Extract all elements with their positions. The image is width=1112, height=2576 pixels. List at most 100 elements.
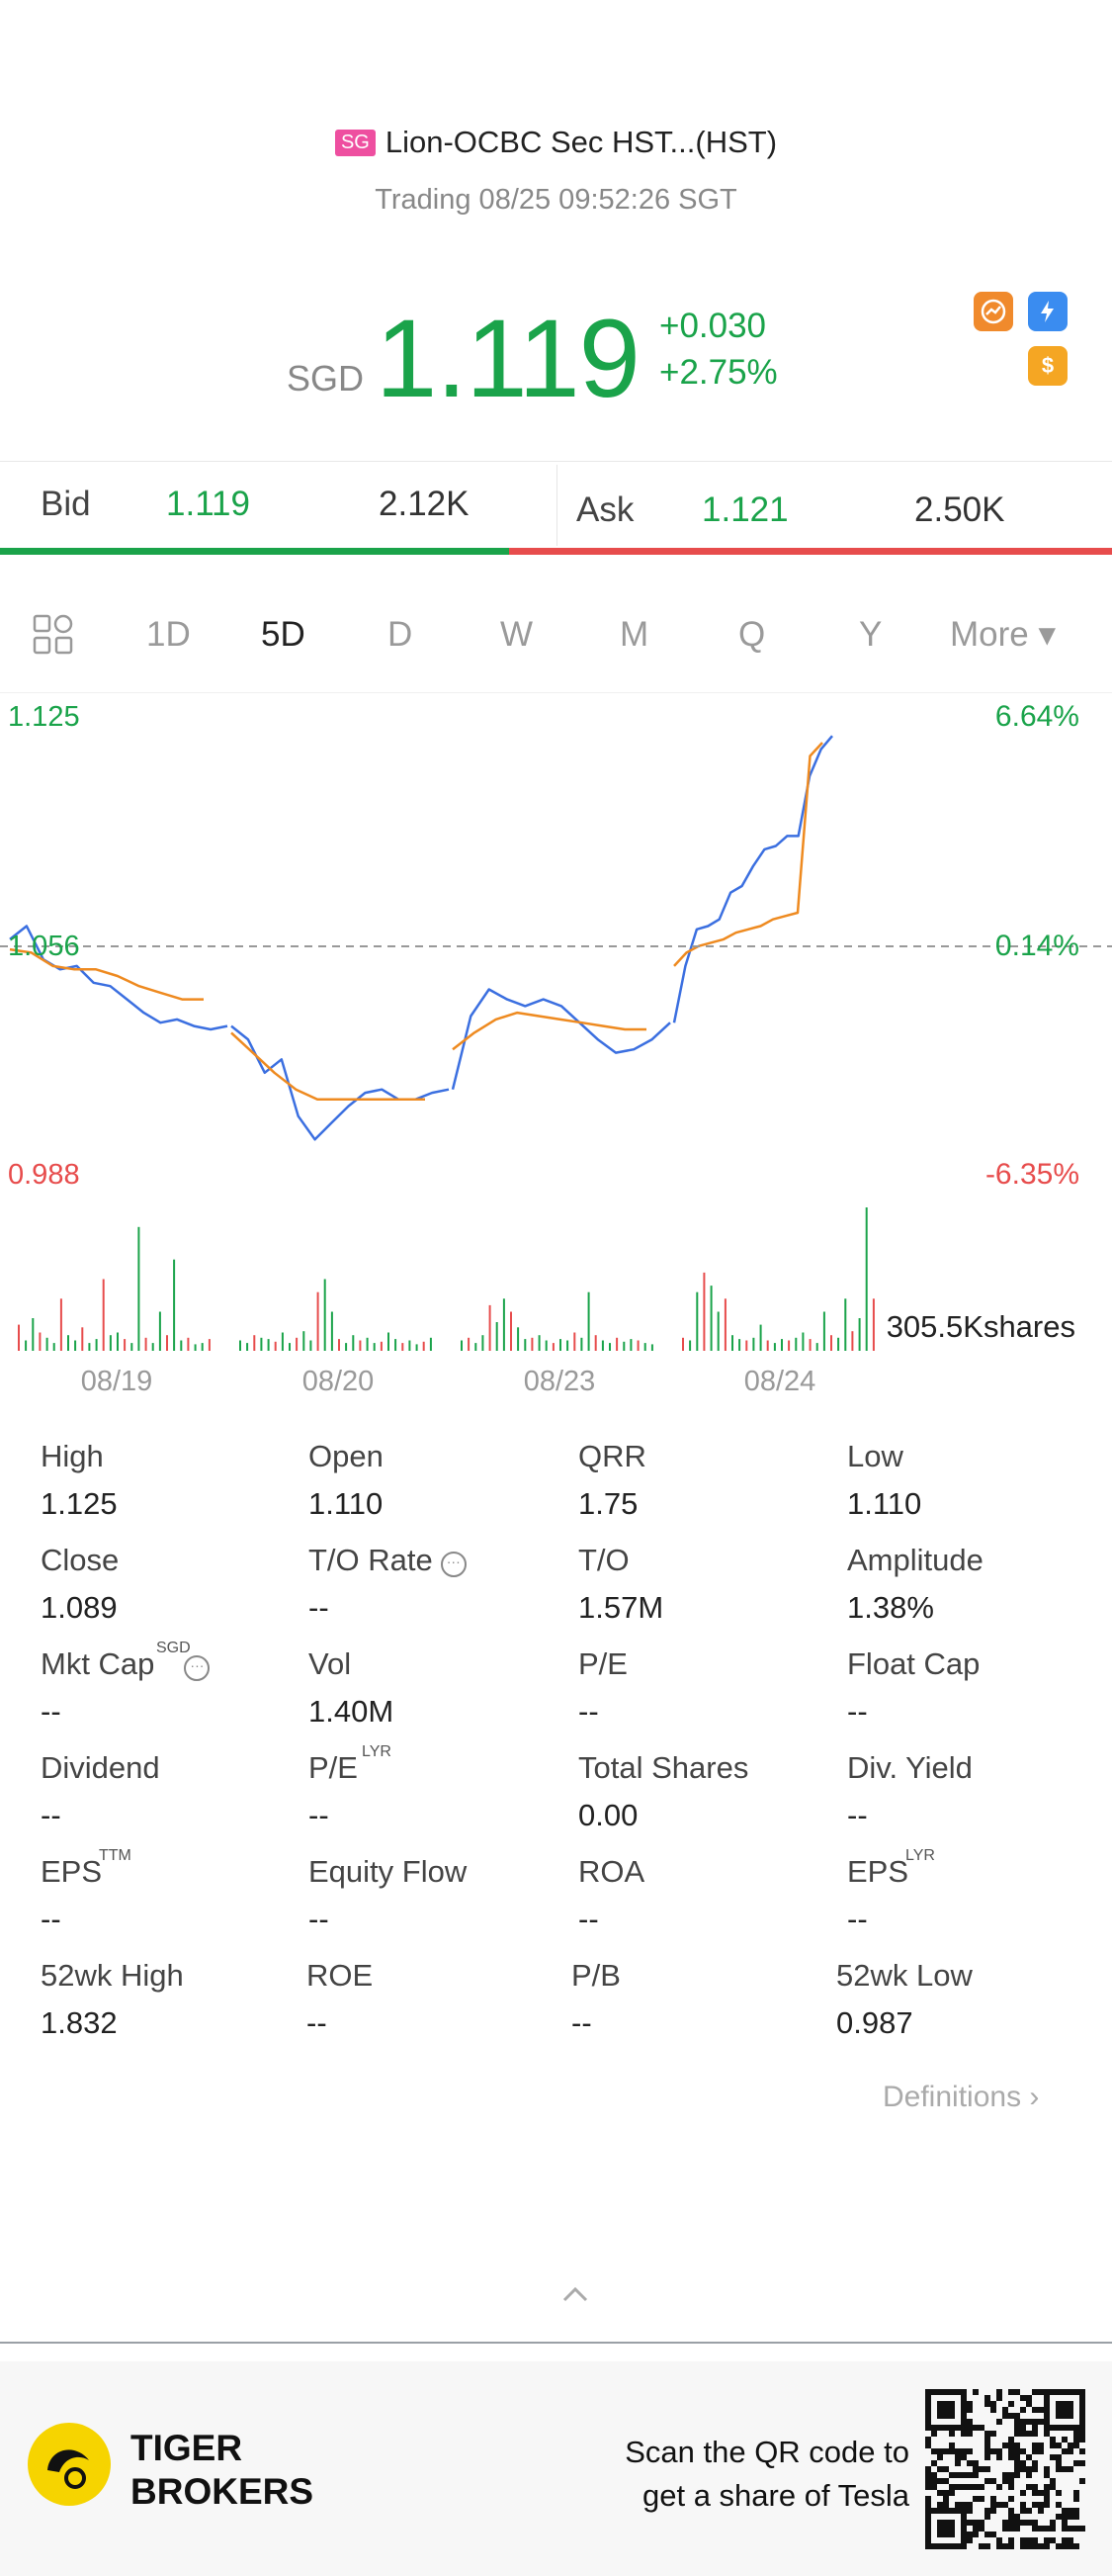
volume-bar: [724, 1298, 727, 1351]
stock-title: SG Lion-OCBC Sec HST...(HST): [0, 125, 1112, 160]
volume-bar: [781, 1339, 783, 1351]
volume-bar: [815, 1343, 818, 1351]
volume-bar: [552, 1343, 555, 1351]
x-label-0823: 08/23: [524, 1366, 596, 1397]
price-series-1-day-0: [9, 947, 204, 1001]
volume-bar: [25, 1340, 28, 1351]
tab-more[interactable]: More ▾: [950, 615, 1057, 654]
info-icon[interactable]: ···: [440, 1552, 467, 1577]
lightning-icon[interactable]: [1028, 292, 1068, 331]
tab-q[interactable]: Q: [738, 615, 766, 654]
stat-value-total-shares: 0.00: [578, 1798, 639, 1832]
stat-label-eps-ttm: EPS: [41, 1854, 103, 1889]
bid-ask-separator: [556, 465, 557, 546]
volume-bar: [88, 1343, 91, 1351]
tab-w[interactable]: W: [500, 615, 534, 654]
volume-bar: [858, 1318, 861, 1351]
stat-label-to: T/O: [578, 1543, 630, 1577]
volume-bar: [682, 1337, 684, 1351]
price-series-0-day-1: [230, 1024, 450, 1141]
x-label-0820: 08/20: [302, 1366, 375, 1397]
divider: [0, 461, 1112, 462]
volume-bar: [366, 1337, 369, 1351]
volume-bar: [429, 1337, 432, 1351]
volume-bar: [39, 1332, 42, 1351]
chevron-up-icon[interactable]: [560, 2284, 590, 2309]
volume-bar: [373, 1343, 376, 1351]
info-icon[interactable]: ···: [184, 1655, 211, 1681]
definitions-link[interactable]: Definitions ›: [883, 2081, 1039, 2114]
volume-bar: [194, 1344, 197, 1351]
stat-label-div-yield: Div. Yield: [847, 1750, 973, 1785]
volume-bar: [187, 1337, 190, 1351]
volume-bar: [643, 1343, 646, 1351]
volume-label: 305.5Kshares: [887, 1309, 1075, 1344]
volume-bars: [18, 1207, 875, 1351]
divider: [0, 2342, 1112, 2344]
volume-bar: [81, 1327, 84, 1351]
volume-bar: [717, 1311, 720, 1351]
sup-currency: SGD: [156, 1640, 191, 1656]
stat-value-roa: --: [578, 1902, 599, 1936]
volume-bar: [59, 1298, 62, 1351]
volume-bar: [246, 1343, 249, 1351]
tab-1d[interactable]: 1D: [146, 615, 191, 654]
price-lines: [9, 735, 833, 1141]
volume-bar: [461, 1340, 463, 1351]
tab-5d[interactable]: 5D: [261, 615, 305, 654]
volume-bar: [759, 1324, 762, 1351]
tab-m[interactable]: M: [620, 615, 649, 654]
stat-label-low: Low: [847, 1439, 903, 1473]
stat-label-float-cap: Float Cap: [847, 1646, 981, 1681]
volume-bar: [296, 1337, 299, 1351]
volume-bar: [573, 1332, 576, 1351]
volume-bar: [102, 1279, 105, 1351]
stat-value-qrr: 1.75: [578, 1486, 639, 1521]
promo-line-1: Scan the QR code to: [625, 2435, 909, 2469]
volume-bar: [309, 1340, 312, 1351]
volume-bar: [18, 1324, 20, 1351]
volume-bar: [260, 1337, 263, 1351]
volume-bar: [352, 1335, 355, 1351]
grid-icon[interactable]: [32, 613, 75, 662]
volume-bar: [130, 1343, 133, 1351]
volume-bar: [788, 1340, 791, 1351]
volume-bar: [117, 1332, 119, 1351]
volume-bar: [253, 1335, 256, 1351]
intraday-chart[interactable]: 1.125 1.056 0.988 6.64% 0.14% -6.35% 305…: [0, 692, 1112, 1404]
stat-value-52wk-high: 1.832: [41, 2005, 118, 2040]
stat-value-close: 1.089: [41, 1590, 118, 1625]
volume-bar: [809, 1339, 812, 1351]
volume-bar: [510, 1311, 512, 1351]
chart-swap-icon[interactable]: [974, 292, 1013, 331]
volume-bar: [731, 1335, 733, 1351]
volume-bar: [773, 1343, 776, 1351]
volume-bar: [109, 1335, 112, 1351]
stat-label-to-rate: T/O Rate ···: [308, 1543, 467, 1578]
ask-label: Ask: [576, 490, 635, 529]
volume-bar: [481, 1335, 484, 1351]
y-left-tick-high: 1.125: [8, 701, 80, 733]
stat-label-to-rate-text: T/O Rate: [308, 1543, 433, 1577]
volume-bar: [239, 1340, 241, 1351]
dollar-icon[interactable]: $: [1028, 346, 1068, 386]
trading-status: Trading 08/25 09:52:26 SGT: [375, 184, 737, 216]
volume-bar: [524, 1339, 527, 1351]
volume-bar: [281, 1332, 284, 1351]
volume-bar: [180, 1340, 183, 1351]
volume-bar: [316, 1291, 319, 1351]
bid-volume-bar: [0, 548, 509, 555]
tab-d[interactable]: D: [387, 615, 413, 654]
stat-label-52wk-low: 52wk Low: [836, 1958, 973, 1993]
tab-y[interactable]: Y: [859, 615, 883, 654]
volume-bar: [545, 1340, 548, 1351]
tiger-logo-icon: [26, 2421, 113, 2513]
price-series-0-day-2: [451, 988, 671, 1090]
volume-bar: [538, 1335, 541, 1351]
stat-label-vol: Vol: [308, 1646, 352, 1681]
ask-price: 1.121: [702, 490, 789, 529]
volume-bar: [359, 1340, 362, 1351]
stat-value-open: 1.110: [308, 1486, 384, 1521]
volume-bar: [844, 1298, 847, 1351]
stat-value-eps-ttm: --: [41, 1902, 61, 1936]
